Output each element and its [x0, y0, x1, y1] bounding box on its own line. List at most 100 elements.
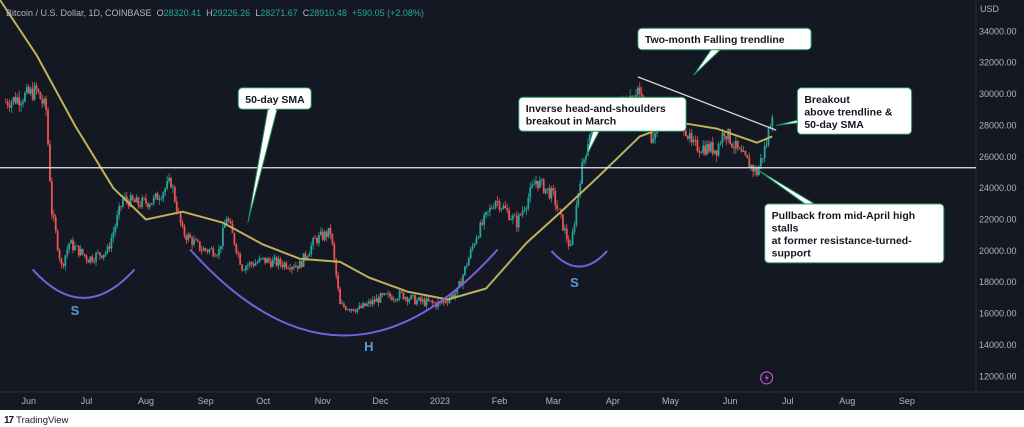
candle-body [721, 132, 724, 144]
candle-body [102, 254, 105, 258]
candle-body [250, 262, 253, 265]
change-value: +590.05 (+2.08%) [351, 8, 424, 18]
candle-body [759, 158, 762, 167]
candle-body [512, 215, 514, 220]
y-tick-label: 26000.00 [979, 152, 1017, 162]
candle-body [748, 158, 751, 168]
candle-body [227, 218, 230, 222]
candle-body [79, 248, 82, 256]
falling-trendline [637, 76, 777, 131]
candle-body [636, 87, 639, 96]
x-tick-label: Jul [782, 396, 794, 406]
candle-body [275, 257, 278, 266]
candle-body [565, 228, 568, 240]
candle-body [746, 155, 749, 159]
candle-body [740, 149, 743, 152]
candle-body [314, 237, 316, 239]
candle-body [137, 197, 140, 206]
chart-frame[interactable]: USD 12000.00 14000.00 16000.00 18000.00 20000… [0, 0, 1024, 410]
candle-body [719, 143, 722, 145]
ohlc-header: Bitcoin / U.S. Dollar, 1D, COINBASE O283… [6, 8, 424, 18]
candle-body [154, 193, 157, 198]
callout-text-line: Pullback from mid-April high [772, 210, 916, 222]
candle-body [316, 238, 318, 244]
candle-body [360, 305, 363, 308]
candle-body [122, 198, 124, 207]
candle-body [700, 152, 703, 154]
candle-body [416, 300, 418, 305]
candle-body [406, 297, 409, 302]
annotation-callout: 50-day SMA [237, 87, 312, 223]
y-tick-label: 24000.00 [979, 183, 1017, 193]
candle-body [49, 144, 51, 182]
x-tick-label: May [662, 396, 680, 406]
candle-body [108, 246, 111, 249]
candle-body [579, 183, 582, 194]
candle-body [387, 293, 389, 295]
candle-body [289, 268, 292, 270]
candle-body [763, 145, 766, 159]
brand-label[interactable]: TradingView [16, 414, 69, 426]
candle-body [515, 215, 518, 228]
candle-body [583, 159, 585, 163]
candle-body [352, 309, 355, 311]
candle-body [709, 142, 712, 152]
x-tick-label: Sep [899, 396, 915, 406]
lightning-icon-bolt [764, 373, 770, 382]
candle-body [371, 299, 374, 305]
candle-body [546, 188, 549, 190]
pattern-label: H [364, 339, 373, 354]
candle-body [442, 300, 445, 303]
candle-body [139, 205, 142, 207]
callout-text-line: Two-month Falling trendline [645, 34, 785, 46]
candle-body [367, 301, 370, 304]
candle-body [558, 208, 560, 210]
candle-body [187, 234, 190, 240]
candle-body [364, 303, 366, 307]
lightning-icon [759, 371, 774, 385]
callout-text-line: stalls [772, 222, 799, 234]
x-tick-label: Aug [839, 396, 855, 406]
candle-body [93, 261, 96, 263]
candle-body [440, 302, 443, 304]
close-value: 28910.48 [309, 8, 347, 18]
candle-body [262, 257, 265, 259]
candle-body [83, 254, 86, 256]
candle-body [513, 215, 516, 217]
candle-body [473, 243, 476, 247]
open-value: 28320.41 [163, 8, 202, 18]
candle-body [277, 258, 280, 266]
candle-body [22, 101, 24, 104]
candle-body [72, 240, 74, 251]
x-tick-label: Feb [492, 396, 508, 406]
candle-body [392, 299, 395, 301]
price-chart[interactable]: USD 12000.00 14000.00 16000.00 18000.00 20000… [0, 0, 1024, 410]
candle-body [243, 270, 245, 271]
candle-body [31, 88, 34, 100]
annotation-callout: Two-month Falling trendline [637, 27, 812, 76]
candle-body [329, 227, 332, 235]
candle-body [175, 201, 178, 212]
candle-body [85, 255, 88, 261]
candle-body [475, 238, 478, 244]
candle-body [341, 303, 343, 305]
candle-body [235, 244, 238, 253]
close-label: C [302, 8, 310, 18]
candle-body [571, 232, 574, 245]
candle-body [281, 264, 284, 268]
candle-body [125, 196, 128, 202]
candle-body [294, 265, 297, 268]
callout-pointer-mask [715, 36, 728, 50]
candle-body [688, 132, 691, 139]
candle-body [417, 297, 420, 301]
candle-body [210, 248, 213, 250]
candle-body [100, 255, 103, 258]
candle-body [381, 293, 384, 295]
candle-body [6, 102, 9, 106]
candle-body [423, 299, 426, 306]
candle-body [204, 248, 207, 251]
candle-body [75, 245, 78, 247]
candle-body [173, 187, 176, 202]
candle-body [221, 227, 224, 247]
candle-body [162, 192, 165, 199]
